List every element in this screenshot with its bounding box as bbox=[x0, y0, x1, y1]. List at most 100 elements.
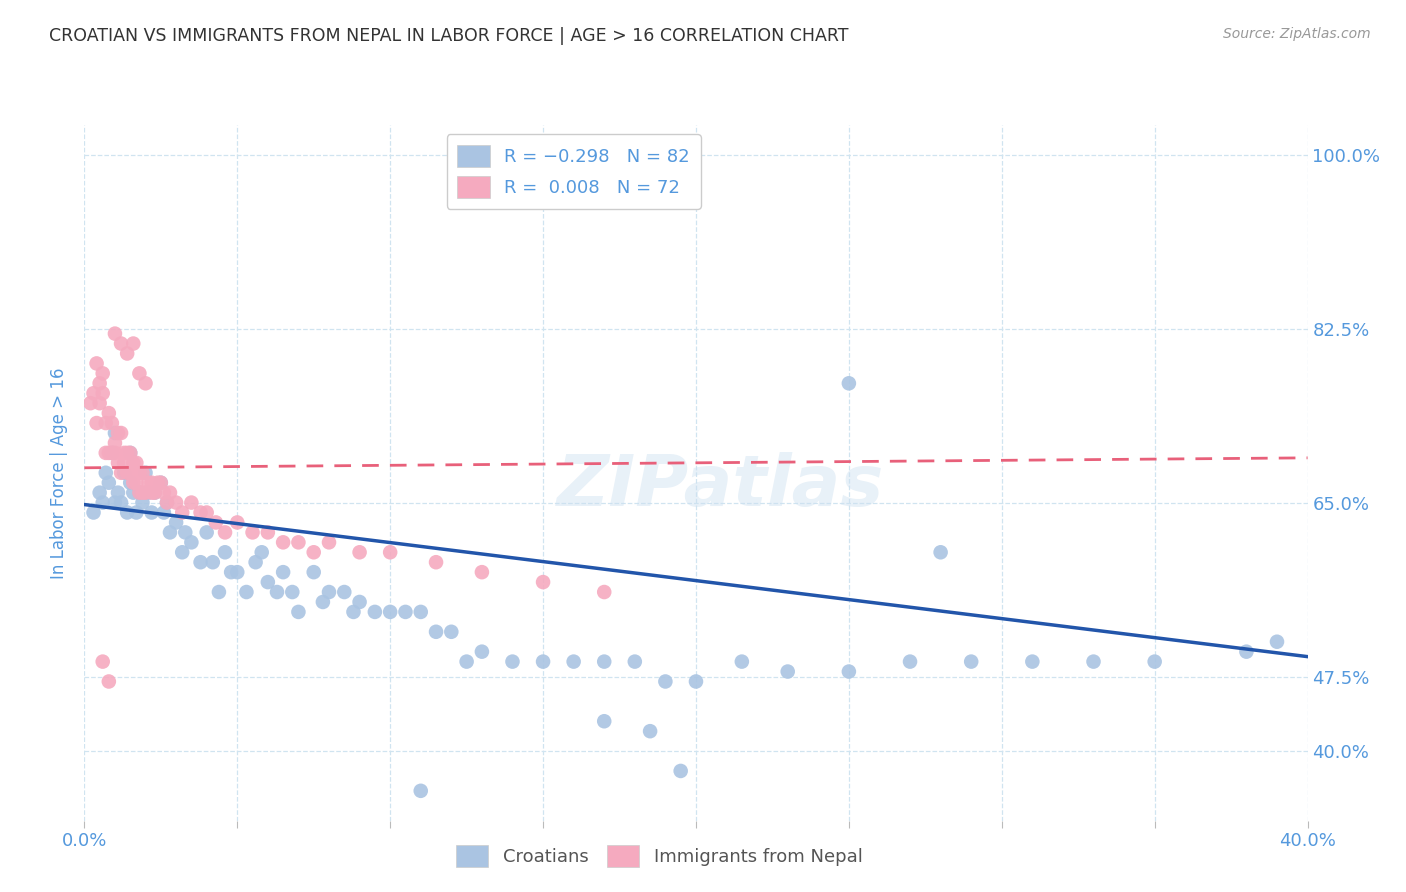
Point bbox=[128, 367, 150, 381]
Point bbox=[143, 485, 166, 500]
Point bbox=[245, 555, 267, 569]
Text: CROATIAN VS IMMIGRANTS FROM NEPAL IN LABOR FORCE | AGE > 16 CORRELATION CHART: CROATIAN VS IMMIGRANTS FROM NEPAL IN LAB… bbox=[49, 27, 849, 45]
Point bbox=[172, 545, 194, 559]
Point bbox=[115, 506, 138, 520]
Point bbox=[502, 655, 524, 669]
Point bbox=[266, 585, 288, 599]
Text: ZIPatlas: ZIPatlas bbox=[557, 452, 884, 521]
Point bbox=[135, 485, 157, 500]
Point bbox=[1265, 634, 1288, 648]
Point bbox=[107, 425, 129, 440]
Point bbox=[91, 655, 114, 669]
Point bbox=[122, 475, 145, 490]
Point bbox=[440, 624, 463, 639]
Point bbox=[89, 396, 111, 410]
Point bbox=[174, 525, 197, 540]
Point bbox=[146, 475, 169, 490]
Point bbox=[83, 506, 105, 520]
Point bbox=[120, 475, 142, 490]
Point bbox=[122, 485, 145, 500]
Point bbox=[159, 525, 181, 540]
Point bbox=[101, 416, 124, 430]
Point bbox=[685, 674, 707, 689]
Point bbox=[128, 485, 150, 500]
Point bbox=[131, 485, 153, 500]
Point bbox=[110, 425, 132, 440]
Point bbox=[456, 655, 478, 669]
Point bbox=[120, 446, 142, 460]
Point bbox=[531, 575, 554, 590]
Point bbox=[120, 446, 142, 460]
Point bbox=[349, 545, 371, 559]
Point bbox=[195, 525, 218, 540]
Point bbox=[112, 466, 135, 480]
Point bbox=[104, 495, 127, 509]
Point bbox=[333, 585, 356, 599]
Point bbox=[122, 456, 145, 470]
Point bbox=[125, 475, 148, 490]
Point bbox=[120, 466, 142, 480]
Point bbox=[929, 545, 952, 559]
Point bbox=[531, 655, 554, 669]
Point bbox=[94, 416, 117, 430]
Point bbox=[89, 376, 111, 391]
Point bbox=[257, 525, 280, 540]
Point bbox=[110, 466, 132, 480]
Point bbox=[172, 506, 194, 520]
Point bbox=[110, 336, 132, 351]
Point bbox=[190, 555, 212, 569]
Point bbox=[153, 485, 176, 500]
Point bbox=[86, 356, 108, 370]
Point bbox=[138, 485, 160, 500]
Point bbox=[287, 535, 309, 549]
Point bbox=[195, 506, 218, 520]
Point bbox=[425, 555, 447, 569]
Point bbox=[104, 425, 127, 440]
Point bbox=[149, 475, 172, 490]
Point bbox=[135, 466, 157, 480]
Point bbox=[115, 346, 138, 360]
Point bbox=[156, 495, 179, 509]
Point bbox=[180, 535, 202, 549]
Point bbox=[226, 565, 249, 579]
Point bbox=[101, 446, 124, 460]
Point bbox=[156, 495, 179, 509]
Point bbox=[143, 485, 166, 500]
Point bbox=[364, 605, 387, 619]
Point bbox=[91, 367, 114, 381]
Point bbox=[409, 784, 432, 798]
Point bbox=[94, 466, 117, 480]
Point bbox=[205, 516, 228, 530]
Point bbox=[471, 645, 494, 659]
Point bbox=[1236, 645, 1258, 659]
Point bbox=[122, 336, 145, 351]
Point bbox=[97, 446, 120, 460]
Point bbox=[638, 724, 661, 739]
Point bbox=[593, 585, 616, 599]
Point bbox=[97, 475, 120, 490]
Point bbox=[226, 516, 249, 530]
Point bbox=[180, 495, 202, 509]
Point bbox=[138, 475, 160, 490]
Point bbox=[141, 485, 163, 500]
Point bbox=[257, 575, 280, 590]
Point bbox=[669, 764, 692, 778]
Point bbox=[838, 665, 860, 679]
Point bbox=[776, 665, 799, 679]
Legend: Croatians, Immigrants from Nepal: Croatians, Immigrants from Nepal bbox=[449, 838, 870, 874]
Point bbox=[165, 516, 187, 530]
Point bbox=[425, 624, 447, 639]
Point bbox=[654, 674, 676, 689]
Point bbox=[312, 595, 335, 609]
Point bbox=[409, 605, 432, 619]
Point bbox=[79, 396, 101, 410]
Point bbox=[562, 655, 585, 669]
Point bbox=[318, 535, 340, 549]
Point bbox=[271, 535, 294, 549]
Point bbox=[107, 456, 129, 470]
Point bbox=[94, 446, 117, 460]
Point bbox=[153, 506, 176, 520]
Point bbox=[104, 326, 127, 341]
Point bbox=[342, 605, 364, 619]
Point bbox=[104, 446, 127, 460]
